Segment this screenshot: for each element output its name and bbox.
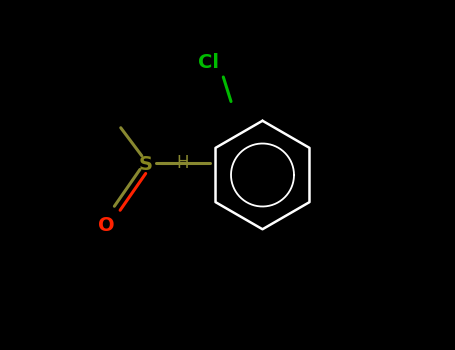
Text: Cl: Cl [198, 54, 219, 72]
Text: O: O [98, 216, 115, 235]
Text: H: H [177, 154, 189, 172]
Text: S: S [138, 155, 152, 174]
